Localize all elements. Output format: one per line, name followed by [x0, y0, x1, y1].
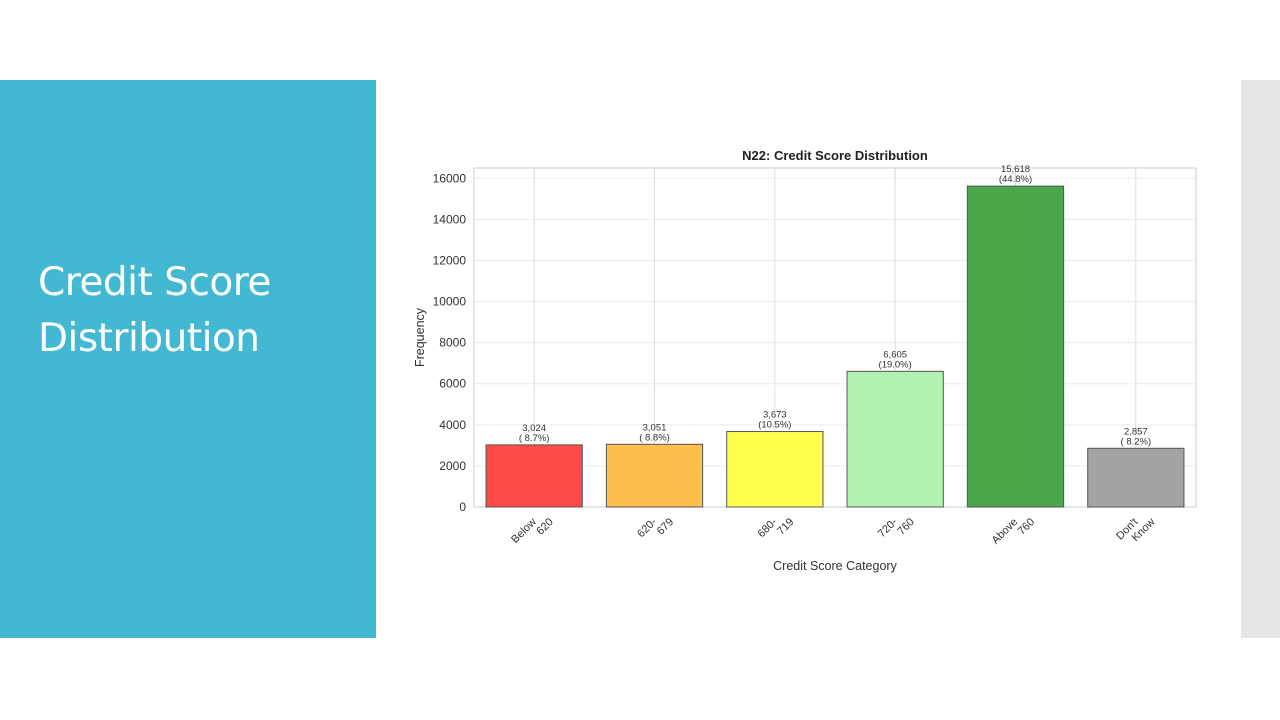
y-tick-label: 10000	[433, 295, 467, 309]
x-axis-label: Credit Score Category	[773, 559, 897, 573]
y-tick-label: 8000	[439, 336, 466, 350]
x-tick-label: Don'tKnow	[1114, 508, 1157, 551]
bar-value-label: 15,618	[1001, 164, 1030, 175]
bar-percent-label: (10.5%)	[758, 420, 791, 431]
y-tick-label: 12000	[433, 253, 467, 267]
bar-value-label: 3,024	[522, 423, 546, 434]
credit-score-bar-chart: 0 2000 4000 6000 8000 10000 12000 14000 16000 3,0…	[413, 148, 1197, 573]
bar-value-label: 6,605	[883, 349, 907, 360]
plot-frame	[473, 167, 1197, 508]
bar	[605, 443, 704, 508]
slide-title: Credit Score Distribution	[38, 260, 271, 361]
bar	[485, 444, 583, 508]
y-axis-label: Frequency	[413, 307, 427, 367]
x-tick-label-line: 620	[534, 516, 555, 537]
x-tick-label-line: Above	[990, 516, 1021, 547]
x-tick-label-line: 760	[895, 516, 916, 537]
decorative-strip	[1241, 80, 1280, 638]
y-tick-label: 4000	[439, 418, 466, 432]
y-tick-label: 2000	[439, 459, 466, 473]
title-panel	[0, 80, 376, 638]
bar-percent-label: (44.8%)	[999, 174, 1032, 185]
bar-percent-label: ( 8.2%)	[1121, 436, 1152, 447]
chart-container: 0 2000 4000 6000 8000 10000 12000 14000 16000 3,0…	[400, 140, 1220, 600]
x-tick-label-line: 760	[1016, 516, 1037, 537]
bar	[846, 370, 944, 508]
y-tick-label: 0	[459, 500, 466, 514]
x-tick-label-line: Below	[509, 516, 539, 546]
x-tick-label-line: 679	[655, 516, 676, 537]
y-tick-label: 6000	[439, 377, 466, 391]
bar-percent-label: ( 8.7%)	[519, 433, 550, 444]
bar-percent-label: ( 8.8%)	[639, 432, 670, 443]
x-tick-label: 720-760	[876, 508, 917, 549]
bar	[726, 431, 824, 508]
x-tick-label: Below620	[509, 508, 556, 555]
y-tick-label: 16000	[433, 171, 467, 185]
x-tick-label-line: 719	[775, 516, 796, 537]
bar-value-label: 3,673	[763, 410, 787, 421]
bar	[1087, 447, 1185, 508]
chart-title: N22: Credit Score Distribution	[742, 148, 928, 163]
x-tick-label: Above760	[990, 508, 1038, 556]
x-tick-label: 620-679	[635, 508, 676, 549]
bar-value-label: 3,051	[643, 422, 667, 433]
x-tick-label: 680-719	[755, 508, 796, 549]
y-tick-label: 14000	[433, 212, 467, 226]
bar-percent-label: (19.0%)	[879, 359, 912, 370]
bar-value-label: 2,857	[1124, 426, 1148, 437]
bar	[966, 185, 1065, 508]
